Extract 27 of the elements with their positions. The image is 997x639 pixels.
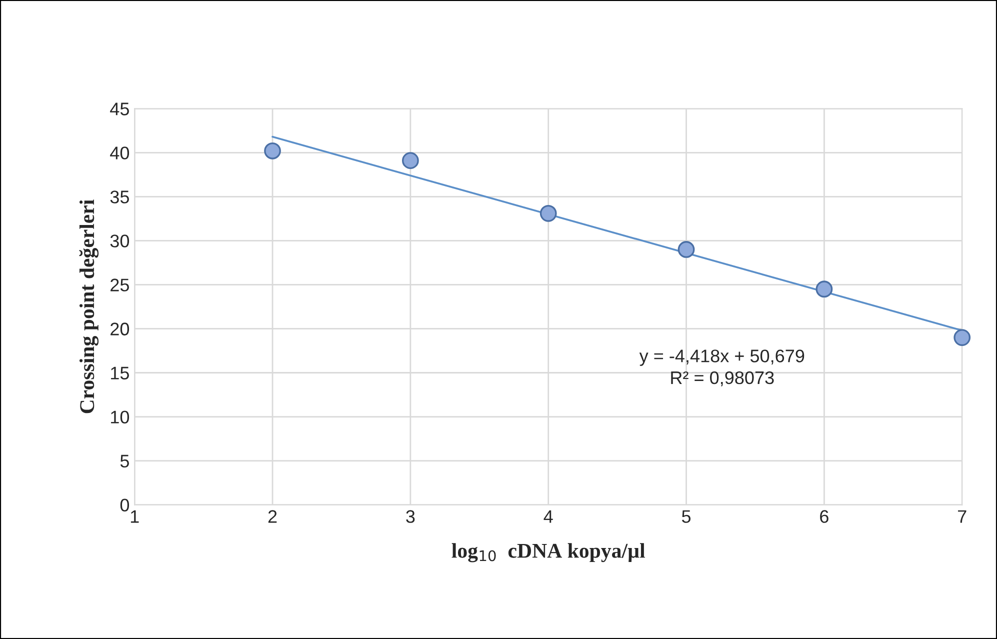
point [816,280,833,298]
y-tick-label: 20 [110,322,130,336]
x-tick-label: 5 [682,510,691,523]
x-tick-label: 1 [130,510,139,523]
y-tick-label: 10 [111,410,130,424]
x-tick-label: 3 [406,510,415,523]
y-tick-label: 45 [110,102,129,116]
x-axis-title: log$_{10}$ cDNA kopya/µl [452,543,645,562]
point [402,152,419,170]
y-tick-label: 30 [110,234,130,248]
point [954,329,971,346]
y-tick-label: 5 [120,454,129,468]
y-tick-label: 25 [110,278,129,292]
x-tick-label: 2 [268,510,277,523]
y-tick-label: 15 [111,366,129,380]
y-tick-label: 40 [110,146,130,160]
y-tick-label: 0 [120,498,130,512]
y-tick-label: 35 [110,190,129,204]
x-tick-label: 6 [820,510,828,523]
annotation: R² = 0,98073 [671,371,774,386]
y-axis-title: Crossing point değerleri [79,200,99,414]
point [678,241,695,258]
x-tick-label: 4 [544,510,553,523]
point [540,204,557,222]
point [264,142,281,160]
x-tick-label: 7 [958,510,966,523]
annotation: y = -4,418x + 50,679 [639,350,804,366]
